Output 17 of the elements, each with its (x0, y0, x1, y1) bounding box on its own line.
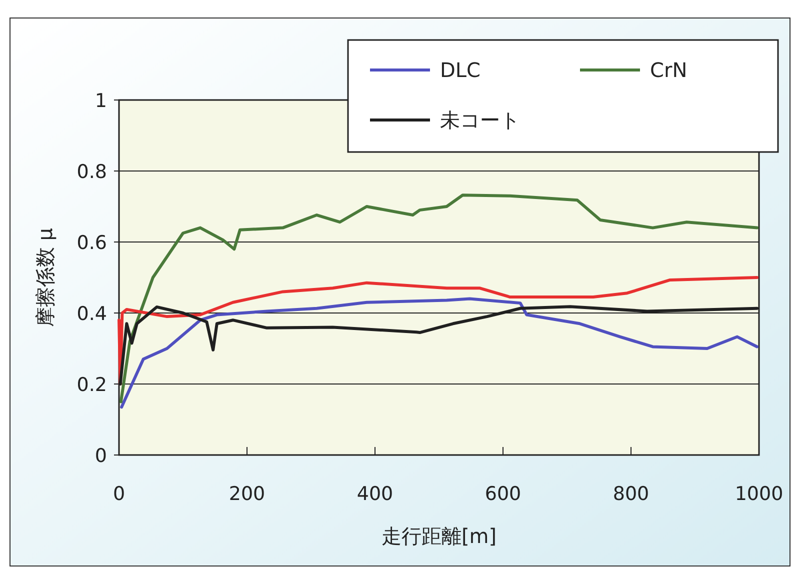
x-axis-title: 走行距離[m] (381, 524, 497, 548)
legend-label: DLC (440, 58, 481, 82)
y-tick-label: 0.8 (76, 161, 107, 183)
y-axis-title: 摩擦係数 μ (33, 228, 57, 328)
x-tick-label: 400 (356, 483, 394, 505)
y-tick-label: 0.4 (76, 303, 107, 325)
y-tick-label: 1 (94, 90, 107, 112)
x-tick-label: 600 (484, 483, 522, 505)
x-tick-label: 1000 (734, 483, 784, 505)
y-tick-label: 0.2 (76, 374, 107, 396)
legend-label: 未コート (440, 108, 520, 132)
y-tick-label: 0.6 (76, 232, 107, 254)
x-tick-label: 0 (112, 483, 126, 505)
y-tick-label: 0 (94, 445, 107, 467)
x-tick-label: 200 (228, 483, 266, 505)
legend-label: CrN (650, 58, 688, 82)
x-tick-label: 800 (612, 483, 650, 505)
